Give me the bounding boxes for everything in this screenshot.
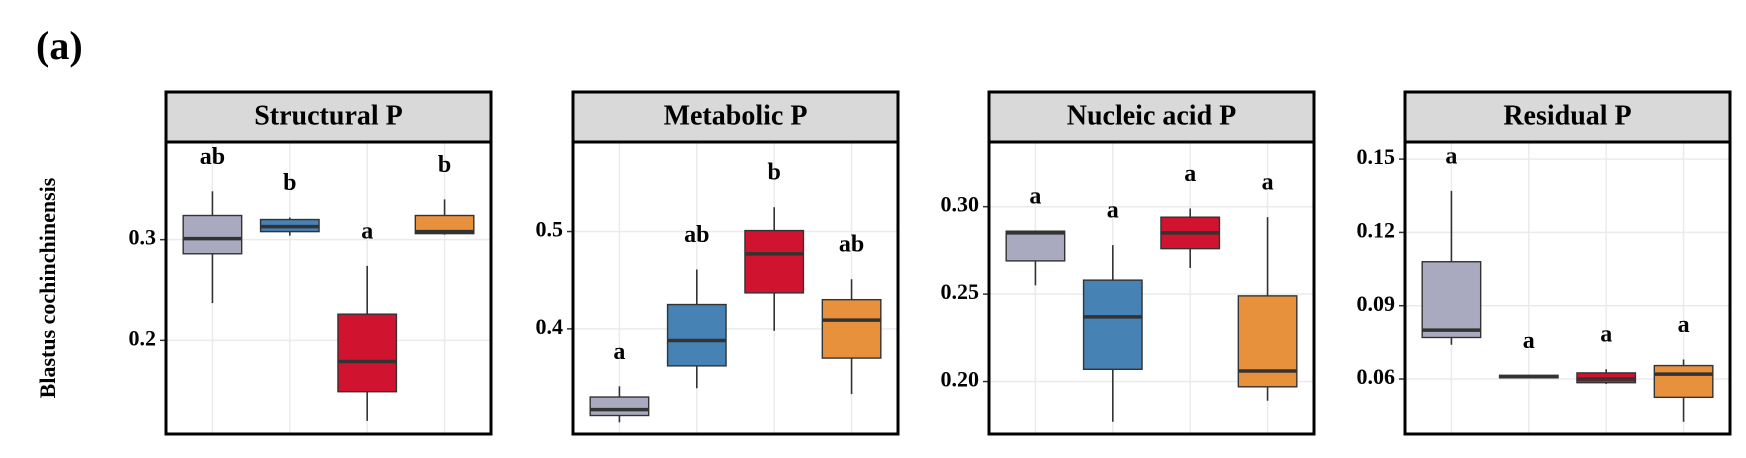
significance-letter: ab	[839, 232, 864, 258]
plot-background	[573, 142, 898, 434]
y-tick-label: 0.12	[1357, 217, 1396, 242]
box	[1421, 261, 1482, 339]
significance-letter: ab	[200, 144, 225, 170]
significance-letter: b	[768, 160, 781, 186]
box	[182, 214, 243, 255]
y-tick-label: 0.06	[1357, 364, 1396, 389]
box	[1237, 295, 1298, 388]
strip	[1403, 90, 1732, 144]
box	[666, 303, 727, 367]
y-tick-label: 0.20	[941, 367, 980, 392]
box	[821, 298, 882, 359]
strip	[164, 90, 493, 144]
significance-letter: a	[361, 218, 373, 244]
significance-letter: a	[1445, 143, 1457, 169]
y-tick-label: 0.15	[1357, 144, 1396, 169]
plot-background	[166, 142, 491, 434]
significance-letter: a	[1107, 198, 1119, 224]
box	[1005, 230, 1066, 262]
significance-letter: a	[1600, 322, 1612, 348]
y-tick-label: 0.5	[536, 217, 564, 242]
panel-label: (a)	[36, 23, 83, 68]
y-axis-label: Blastus cochinchinensis	[35, 177, 60, 398]
y-tick-label: 0.09	[1357, 291, 1396, 316]
y-tick-label: 0.3	[129, 225, 157, 250]
panel-title: Structural P	[254, 100, 403, 131]
panel-title: Residual P	[1503, 100, 1631, 131]
significance-letter: a	[613, 339, 625, 365]
strip	[571, 90, 900, 144]
significance-letter: a	[1678, 312, 1690, 338]
strip	[987, 90, 1316, 144]
significance-letter: b	[438, 152, 451, 178]
box	[744, 229, 805, 294]
significance-letter: ab	[684, 222, 709, 248]
box	[337, 313, 398, 393]
box	[589, 396, 650, 417]
box	[1082, 279, 1143, 371]
y-tick-label: 0.30	[941, 192, 980, 217]
y-tick-label: 0.2	[129, 325, 157, 350]
significance-letter: a	[1262, 170, 1274, 196]
significance-letter: a	[1184, 161, 1196, 187]
panel-title: Nucleic acid P	[1067, 100, 1237, 131]
y-tick-label: 0.25	[941, 279, 980, 304]
box	[1653, 364, 1714, 399]
significance-letter: a	[1029, 184, 1041, 210]
y-tick-label: 0.4	[536, 314, 564, 339]
significance-letter: a	[1523, 328, 1535, 354]
box	[414, 214, 475, 235]
panel-title: Metabolic P	[664, 100, 808, 131]
significance-letter: b	[283, 170, 296, 196]
